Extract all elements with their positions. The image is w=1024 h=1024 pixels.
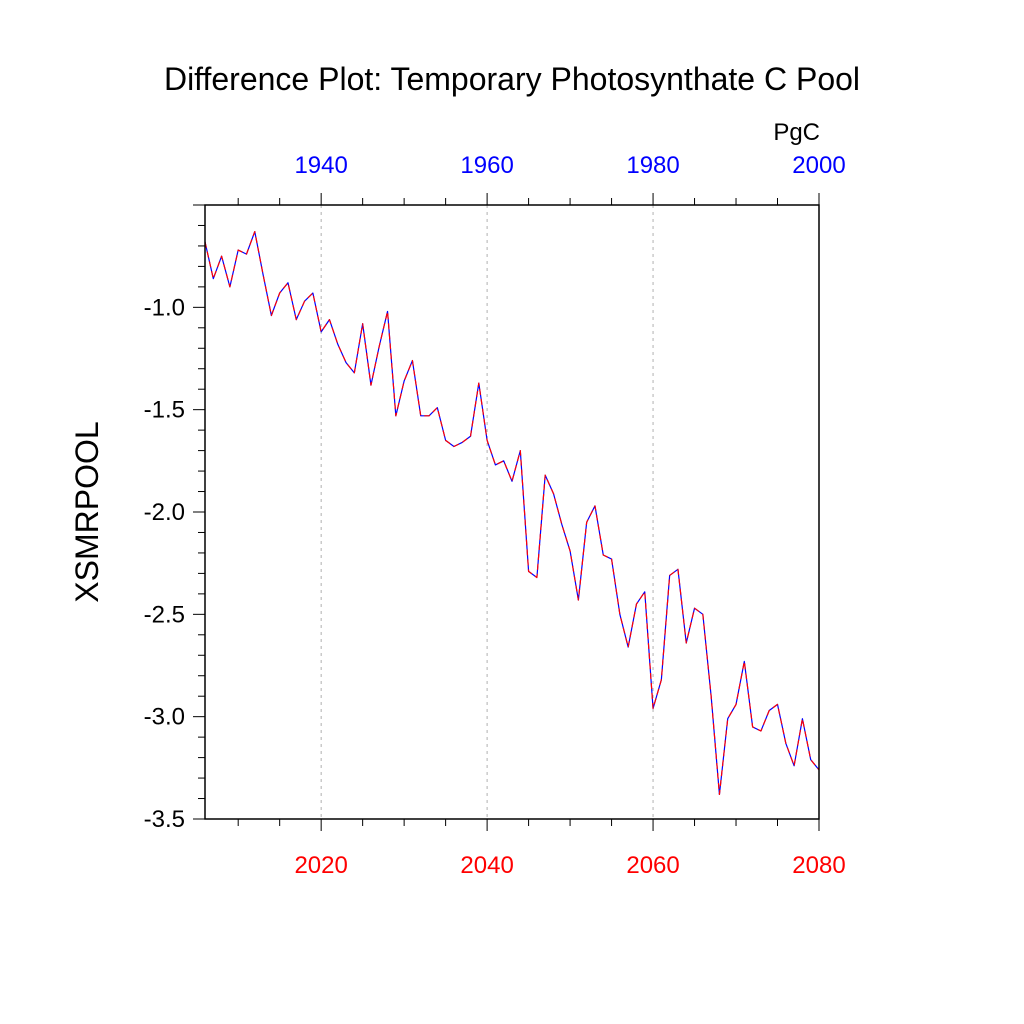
top-tick-label-1940: 1940 — [294, 152, 347, 179]
chart-title: Difference Plot: Temporary Photosynthate… — [164, 61, 860, 97]
y-axis-label: XSMRPOOL — [69, 421, 105, 602]
bottom-tick-label-2080: 2080 — [792, 852, 845, 879]
y-tick-label--2.5: -2.5 — [144, 601, 185, 628]
top-tick-label-2000: 2000 — [792, 152, 845, 179]
series-line-1 — [204, 231, 820, 796]
units-label: PgC — [773, 119, 820, 146]
y-tick-label--2.0: -2.0 — [144, 499, 185, 526]
y-tick-label--3.5: -3.5 — [144, 806, 185, 833]
gridlines — [320, 205, 654, 819]
bottom-tick-label-2020: 2020 — [294, 852, 347, 879]
top-tick-label-1960: 1960 — [460, 152, 513, 179]
bottom-tick-label-2040: 2040 — [460, 852, 513, 879]
tick-labels: 2020 2040 2060 2080 1940 1960 1980 2000 -1.0 -1.5… — [144, 152, 846, 879]
series-lines — [204, 231, 820, 796]
plot-frame — [204, 204, 820, 820]
bottom-tick-label-2060: 2060 — [626, 852, 679, 879]
y-tick-label--1.5: -1.5 — [144, 397, 185, 424]
series-line-0 — [204, 231, 820, 796]
top-tick-label-1980: 1980 — [626, 152, 679, 179]
y-tick-label--3.0: -3.0 — [144, 704, 185, 731]
y-tick-label--1.0: -1.0 — [144, 294, 185, 321]
axis-ticks — [193, 193, 820, 831]
